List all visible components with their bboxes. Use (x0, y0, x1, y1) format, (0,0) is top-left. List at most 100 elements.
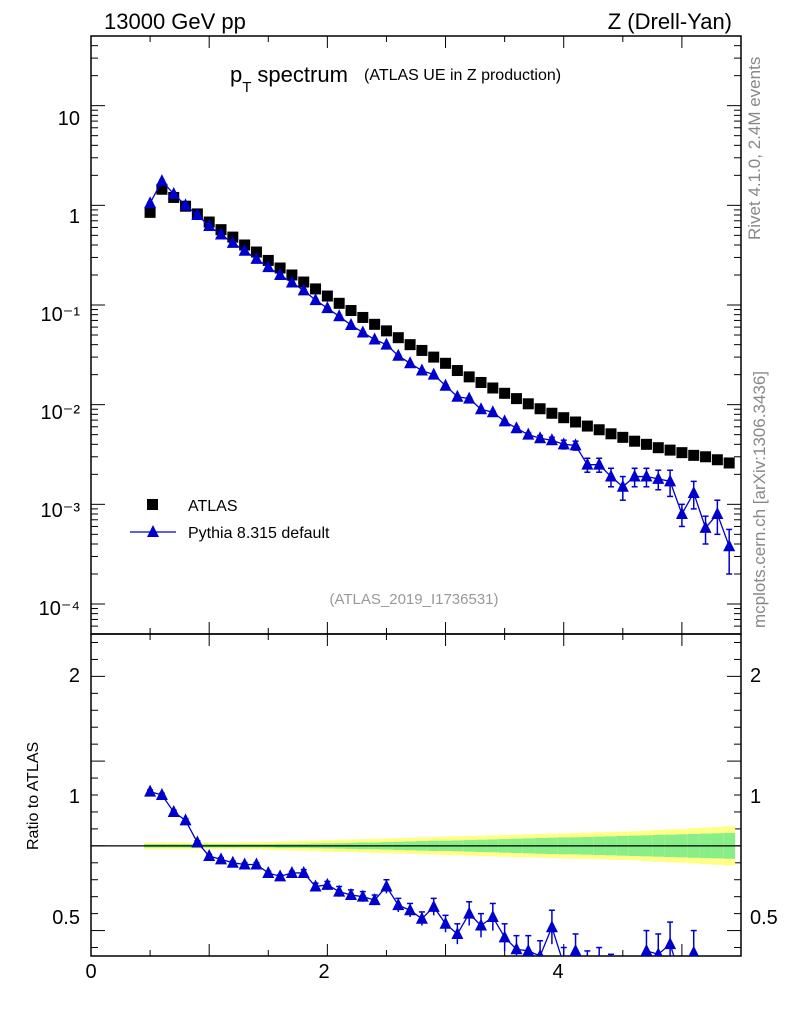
ratio-point (711, 971, 723, 983)
atlas-point (510, 393, 522, 405)
atlas-point (664, 444, 676, 456)
ratio-point (262, 865, 275, 878)
y-tick-label-1: 1 (69, 206, 80, 228)
ratio-point (688, 945, 699, 956)
pythia-point (675, 506, 688, 519)
pythia-point (581, 457, 594, 470)
pythia-point (628, 469, 641, 482)
ratio-y-label: Ratio to ATLAS (25, 742, 42, 850)
atlas-point (605, 428, 617, 440)
atlas-point (629, 435, 641, 447)
ratio-point (345, 887, 357, 900)
chart-title: pTspectrum (230, 62, 348, 96)
ratio-point (522, 943, 535, 956)
atlas-point (499, 387, 511, 399)
ratio-tick-label-right-2: 2 (750, 665, 761, 687)
atlas-point (700, 451, 712, 463)
y-tick-label-1e-1: 10⁻¹ (41, 304, 81, 326)
ratio-point (700, 980, 712, 992)
ratio-point (617, 974, 629, 986)
ratio-point (179, 813, 192, 826)
ratio-point (215, 852, 227, 865)
ratio-point (581, 961, 593, 973)
atlas-point (463, 371, 475, 383)
pythia-point (321, 301, 334, 314)
legend-pythia-marker (147, 525, 159, 537)
pythia-point (439, 378, 452, 391)
ratio-point (486, 910, 499, 923)
pythia-point (475, 402, 487, 415)
atlas-point (581, 420, 593, 432)
atlas-point (286, 269, 298, 281)
pythia-point (274, 267, 287, 280)
pythia-point (451, 389, 464, 402)
pythia-point (699, 520, 712, 533)
main-data-marks (144, 174, 736, 575)
ratio-point (676, 974, 688, 986)
pythia-point (203, 219, 216, 232)
pythia-point (333, 309, 346, 322)
atlas-point (333, 297, 345, 309)
pythia-point (356, 325, 369, 338)
ratio-point (333, 884, 346, 897)
pythia-point (593, 457, 606, 470)
ratio-point (536, 949, 544, 956)
ratio-tick-label-right-1: 1 (750, 786, 761, 808)
pythia-point (486, 405, 499, 418)
atlas-point (321, 290, 333, 302)
ratio-point (498, 930, 511, 943)
ratio-point (404, 903, 417, 916)
pythia-point (534, 431, 547, 444)
ratio-point (664, 937, 677, 950)
axis-ticks (90, 35, 742, 956)
ratio-tick-label-1: 1 (69, 786, 80, 808)
ratio-point (368, 893, 381, 906)
atlas-point (440, 357, 452, 369)
atlas-point (298, 276, 310, 288)
ratio-tick-label-right-0-5: 0.5 (750, 907, 778, 929)
ratio-point (640, 943, 653, 956)
x-tick-label-2: 2 (318, 961, 329, 983)
ratio-point (167, 804, 180, 817)
ratio-point (451, 926, 464, 939)
ratio-point (321, 877, 334, 890)
pythia-point (144, 196, 157, 209)
ratio-point (723, 985, 735, 997)
pythia-point (191, 207, 204, 220)
pythia-point (368, 332, 381, 345)
pythia-point (215, 227, 227, 240)
ratio-point (510, 942, 523, 955)
pythia-point (380, 337, 393, 350)
chart-title-note: (ATLAS UE in Z production) (364, 67, 561, 84)
atlas-point (357, 311, 369, 323)
atlas-point (640, 438, 652, 450)
y-tick-label-10: 10 (58, 108, 80, 130)
pythia-point (345, 317, 357, 330)
analysis-id: (ATLAS_2019_I1736531) (329, 591, 498, 608)
pythia-point (522, 427, 535, 440)
ratio-point (356, 889, 369, 902)
atlas-point (711, 454, 723, 466)
atlas-point (369, 318, 381, 330)
legend-pythia-label: Pythia 8.315 default (188, 525, 330, 542)
ratio-point (463, 906, 476, 919)
ratio-point (380, 879, 393, 892)
atlas-point (487, 382, 499, 394)
mcplots-label: mcplots.cern.ch [arXiv:1306.3436] (750, 371, 769, 628)
atlas-point (676, 447, 688, 459)
pythia-point (557, 437, 570, 450)
atlas-point (617, 431, 629, 443)
x-tick-label-0: 0 (85, 961, 96, 983)
atlas-point (404, 339, 416, 351)
ratio-point (593, 957, 605, 969)
atlas-point (570, 416, 582, 428)
atlas-point (416, 344, 428, 356)
pythia-point (250, 251, 263, 264)
atlas-point (534, 403, 546, 415)
atlas-point (723, 457, 735, 469)
ratio-point (439, 916, 452, 929)
pythia-point (605, 469, 617, 482)
ratio-point (475, 918, 487, 931)
atlas-point (392, 332, 404, 344)
